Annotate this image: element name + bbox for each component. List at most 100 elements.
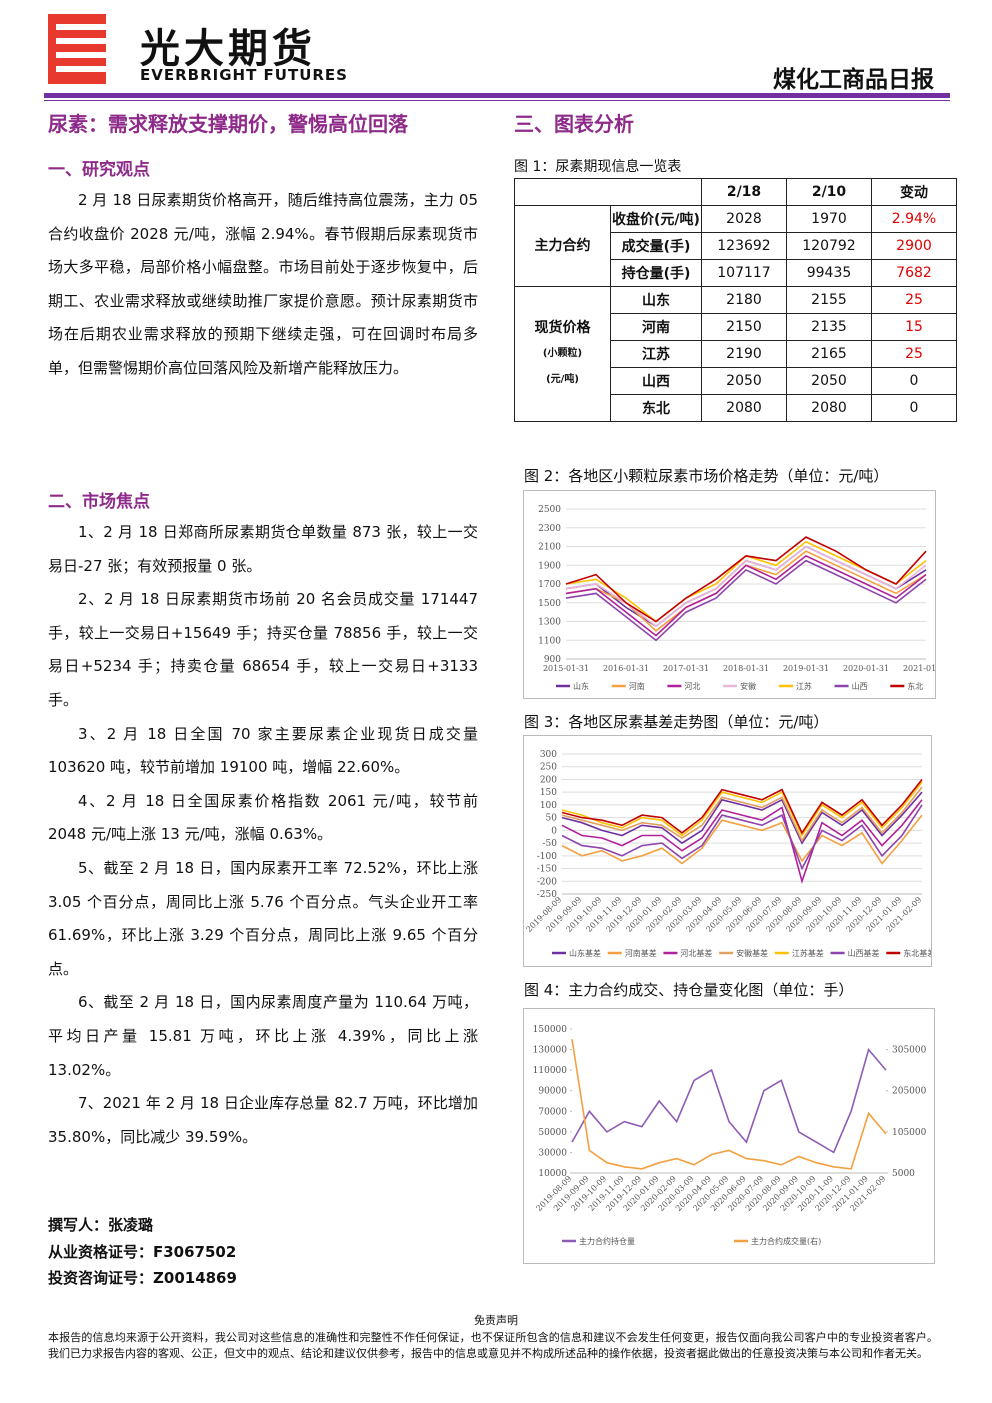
y2-tick-label: 305000 xyxy=(892,1046,927,1056)
y-tick-label: 900 xyxy=(544,655,561,665)
table-cell xyxy=(514,178,702,206)
legend-label: 山西 xyxy=(852,681,868,691)
y2-tick-label: 105000 xyxy=(892,1128,927,1138)
focus-item: 2、2 月 18 日尿素期货市场前 20 名会员成交量 171447 手，较上一… xyxy=(48,590,478,709)
legend-label: 江苏基差 xyxy=(792,948,824,958)
legend-label: 东北 xyxy=(907,681,923,691)
series-line xyxy=(561,779,923,835)
y2-tick-label: 5000 xyxy=(892,1169,915,1179)
group-label-line: 现货价格 xyxy=(534,320,591,336)
y-tick-label: 2100 xyxy=(538,543,561,553)
legend-label: 安徽基差 xyxy=(736,948,768,958)
table-row: 东北 2080 2080 0 xyxy=(515,394,957,422)
table-header: 2/18 xyxy=(701,178,787,206)
section-heading: 一、研究观点 xyxy=(48,160,150,180)
table-header: 2/10 xyxy=(786,178,872,206)
table-cell: 山东 xyxy=(610,286,702,314)
table-cell: 2050 xyxy=(786,367,872,395)
legend-label: 河北 xyxy=(684,681,700,691)
table-row: 河南 2150 2135 15 xyxy=(515,313,957,341)
y-tick-label: 250 xyxy=(540,763,557,773)
report-title: 尿素：需求释放支撑期价，警惕高位回落 xyxy=(48,112,408,136)
x-tick-label: 2015-01-31 xyxy=(543,664,589,673)
y-tick-label: 2500 xyxy=(538,505,561,515)
table-cell: 江苏 xyxy=(610,340,702,368)
y-tick-label: 200 xyxy=(540,775,557,785)
legend-label: 山西基差 xyxy=(848,948,880,958)
chart: 10000 30000 50000 70000 90000 110000 130000 150… xyxy=(523,1008,935,1264)
table-cell: 2180 xyxy=(701,286,787,314)
table-row: 成交量(手) 123692 120792 2900 xyxy=(515,232,957,260)
y-tick-label: 1300 xyxy=(538,618,561,628)
legend-label: 山东 xyxy=(573,681,589,691)
legend-label: 主力合约持仓量 xyxy=(579,1236,635,1246)
y-tick-label: 110000 xyxy=(533,1066,568,1076)
table-cell: 120792 xyxy=(786,232,872,260)
figure-caption: 图 4：主力合约成交、持仓量变化图（单位：手） xyxy=(524,981,854,999)
report-name: 煤化工商品日报 xyxy=(773,67,934,93)
series-line xyxy=(571,1047,887,1154)
table-cell: 1970 xyxy=(786,205,872,233)
x-tick-label: 2020-01-31 xyxy=(843,664,889,673)
series-line xyxy=(565,554,927,637)
legend-label: 山东基差 xyxy=(569,948,601,958)
table-cell: 2.94% xyxy=(871,205,957,233)
chart: 900 1100 1300 1500 1700 1900 2100 2300 2500 2015-… xyxy=(523,490,936,699)
table-row: 2/18 2/10 变动 xyxy=(514,178,957,206)
group-label-line: 主力合约 xyxy=(534,238,591,254)
legend-label: 安徽 xyxy=(740,681,756,691)
legend-label: 东北基差 xyxy=(903,948,932,958)
series-line xyxy=(561,799,923,885)
y-tick-label: 1100 xyxy=(538,636,561,646)
series-line xyxy=(561,804,923,871)
table-cell: 7682 xyxy=(871,259,957,287)
focus-item: 1、2 月 18 日郑商所尿素期货仓单数量 873 张，较上一交易日-27 张；… xyxy=(48,523,478,575)
y-tick-label: 150 xyxy=(540,788,557,798)
y-tick-label: 10000 xyxy=(538,1169,567,1179)
table-cell: 25 xyxy=(871,286,957,314)
table-row: 山西 2050 2050 0 xyxy=(515,367,957,395)
x-tick-label: 2018-01-31 xyxy=(723,664,769,673)
table-cell: 2150 xyxy=(701,313,787,341)
table-cell: 持仓量(手) xyxy=(610,259,702,287)
table-cell: 2900 xyxy=(871,232,957,260)
y-tick-label: 2300 xyxy=(538,524,561,534)
table-cell: 2165 xyxy=(786,340,872,368)
y2-tick-label: 205000 xyxy=(892,1087,927,1097)
y-tick-label: 30000 xyxy=(538,1148,567,1158)
table-cell: 收盘价(元/吨) xyxy=(610,205,702,233)
table-row: 江苏 2190 2165 25 xyxy=(515,340,957,368)
y-tick-label: -250 xyxy=(537,890,557,900)
y-tick-label: 1500 xyxy=(538,599,561,609)
y-tick-label: 150000 xyxy=(533,1025,568,1035)
focus-item: 4、2 月 18 日全国尿素价格指数 2061 元/吨，较节前 2048 元/吨… xyxy=(48,791,478,844)
y-tick-label: 130000 xyxy=(533,1046,568,1056)
table-cell: 成交量(手) xyxy=(610,232,702,260)
figure-caption: 图 2：各地区小颗粒尿素市场价格走势（单位：元/吨） xyxy=(524,467,889,485)
header-rule xyxy=(44,93,950,98)
header-rule xyxy=(44,100,950,101)
chart: -250-200-150-100-50050100150200250300201… xyxy=(523,735,932,967)
focus-item: 3、2 月 18 日全国 70 家主要尿素企业现货日成交量 103620 吨，较… xyxy=(48,724,478,777)
y-tick-label: 70000 xyxy=(538,1107,567,1117)
focus-list: 1、2 月 18 日郑商所尿素期货仓单数量 873 张，较上一交易日-27 张；… xyxy=(48,516,478,1154)
group-label-line: (元/吨) xyxy=(546,374,579,385)
y-tick-label: 0 xyxy=(551,826,557,836)
legend-label: 主力合约成交量(右) xyxy=(751,1236,821,1246)
author-block: 撰写人：张凌璐 从业资格证号：F3067502 投资咨询证号：Z0014869 xyxy=(48,1212,237,1292)
charts-title: 三、图表分析 xyxy=(514,112,634,136)
table-cell: 25 xyxy=(871,340,957,368)
series-line xyxy=(561,814,923,865)
focus-item: 7、2021 年 2 月 18 日企业库存总量 82.7 万吨，环比增加 35.… xyxy=(48,1094,478,1146)
logo xyxy=(48,14,116,84)
figure-caption: 图 3：各地区尿素基差走势图（单位：元/吨） xyxy=(524,713,829,731)
group-label: 主力合约 xyxy=(514,205,611,287)
series-line xyxy=(571,1039,887,1170)
legend-label: 河北基差 xyxy=(680,948,712,958)
table-cell: 99435 xyxy=(786,259,872,287)
table-cell: 河南 xyxy=(610,313,702,341)
y-tick-label: 1700 xyxy=(538,580,561,590)
author-line: 从业资格证号：F3067502 xyxy=(48,1242,237,1261)
company-cn: 光大期货 xyxy=(140,26,316,72)
x-tick-label: 2016-01-31 xyxy=(603,664,649,673)
